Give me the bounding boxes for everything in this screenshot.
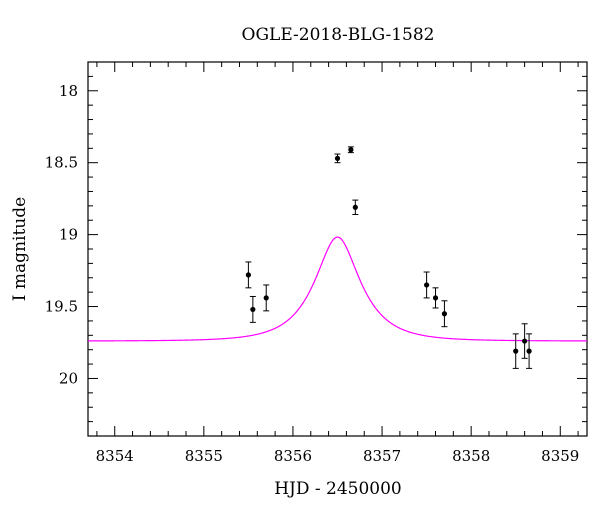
- data-marker: [526, 348, 532, 354]
- data-point: [347, 146, 354, 154]
- data-marker: [245, 272, 251, 278]
- data-point: [526, 333, 533, 369]
- data-point: [423, 271, 430, 299]
- y-tick-label: 18.5: [45, 154, 78, 172]
- model-curve: [88, 236, 587, 342]
- x-tick-label: 8355: [185, 447, 223, 465]
- data-point: [432, 287, 439, 309]
- data-point: [334, 153, 341, 164]
- data-point: [441, 300, 448, 328]
- model-line: [88, 236, 587, 342]
- data-marker: [441, 311, 448, 317]
- y-tick-label: 19.5: [45, 298, 78, 316]
- data-marker: [352, 204, 358, 210]
- data-point: [249, 295, 256, 323]
- y-tick-label: 20: [59, 369, 78, 387]
- data-marker: [424, 282, 430, 288]
- data-point: [521, 323, 528, 359]
- data-marker: [432, 295, 439, 301]
- data-marker: [334, 155, 341, 161]
- data-marker: [348, 147, 354, 153]
- x-tick-label: 8357: [363, 447, 401, 465]
- y-tick-labels: 18 18.5 19 19.5 20: [45, 82, 78, 388]
- data-marker: [513, 348, 519, 354]
- data-point: [263, 284, 270, 312]
- data-point: [512, 333, 519, 369]
- axis-ticks: [88, 61, 587, 437]
- x-tick-labels: 8354 8355 8356 8357 8358 8359: [96, 447, 580, 465]
- y-axis-label: I magnitude: [10, 197, 30, 301]
- y-tick-label: 19: [59, 226, 78, 244]
- x-tick-label: 8356: [274, 447, 312, 465]
- plot-frame: [87, 61, 588, 437]
- data-marker: [263, 295, 269, 301]
- x-tick-label: 8359: [541, 447, 579, 465]
- data-points: [245, 146, 533, 369]
- chart-title: OGLE-2018-BLG-1582: [242, 25, 435, 45]
- x-tick-label: 8354: [96, 447, 134, 465]
- data-marker: [522, 338, 528, 344]
- data-point: [352, 199, 359, 215]
- y-tick-label: 18: [59, 82, 78, 100]
- x-tick-label: 8358: [452, 447, 490, 465]
- data-point: [245, 261, 252, 289]
- x-axis-label: HJD - 2450000: [274, 479, 402, 499]
- data-marker: [250, 306, 256, 313]
